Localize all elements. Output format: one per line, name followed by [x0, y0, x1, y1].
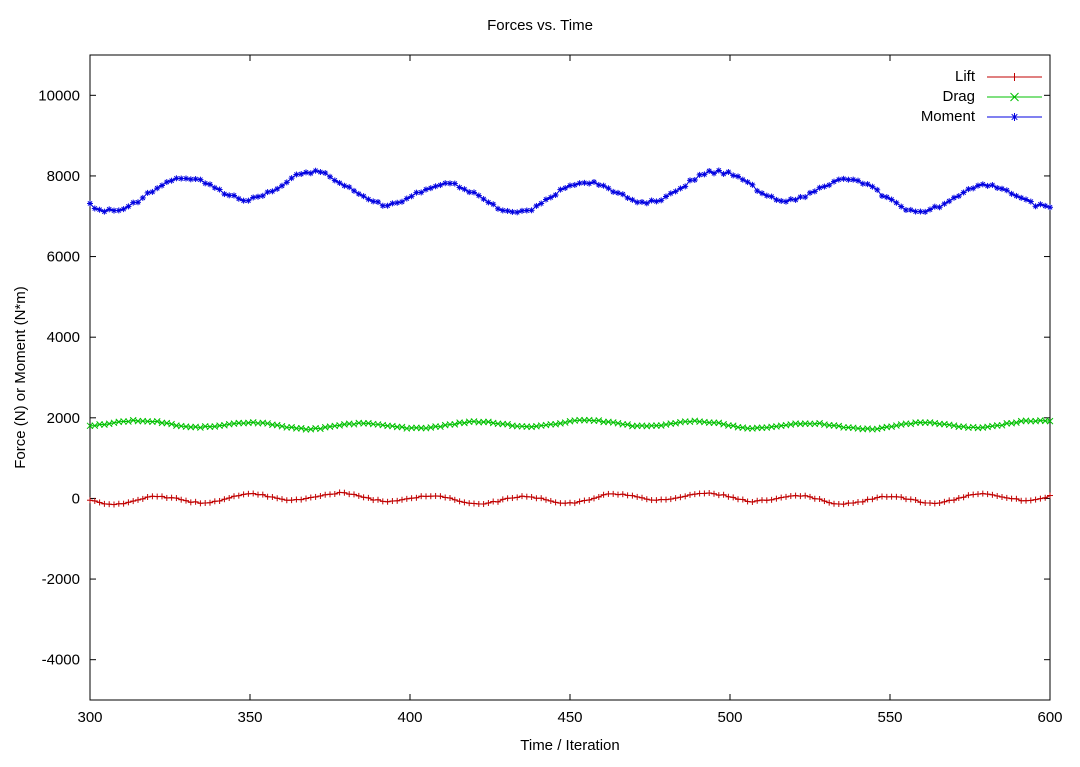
y-axis-label: Force (N) or Moment (N*m) [12, 286, 29, 469]
x-axis-label: Time / Iteration [520, 737, 619, 754]
y-tick-label: 0 [72, 490, 80, 507]
x-tick-label: 300 [77, 709, 102, 726]
x-tick-label: 350 [237, 709, 262, 726]
x-tick-label: 600 [1037, 709, 1062, 726]
y-tick-label: 2000 [47, 410, 80, 427]
y-tick-label: 8000 [47, 168, 80, 185]
y-tick-label: -2000 [42, 571, 80, 588]
x-tick-label: 550 [877, 709, 902, 726]
y-tick-label: 4000 [47, 329, 80, 346]
forces-vs-time-chart: Forces vs. Time 300 350 400 450 500 550 600 -400… [0, 0, 1080, 767]
x-tick-label: 400 [397, 709, 422, 726]
x-tick-label: 450 [557, 709, 582, 726]
y-tick-label: 10000 [38, 87, 80, 104]
legend-label-drag: Drag [942, 88, 975, 105]
chart-container: Forces vs. Time 300 350 400 450 500 550 600 -400… [0, 0, 1080, 767]
legend-label-lift: Lift [955, 68, 976, 85]
y-tick-label: -4000 [42, 652, 80, 669]
y-tick-label: 6000 [47, 249, 80, 266]
x-tick-label: 500 [717, 709, 742, 726]
chart-title: Forces vs. Time [487, 17, 593, 34]
legend-label-moment: Moment [921, 108, 976, 125]
